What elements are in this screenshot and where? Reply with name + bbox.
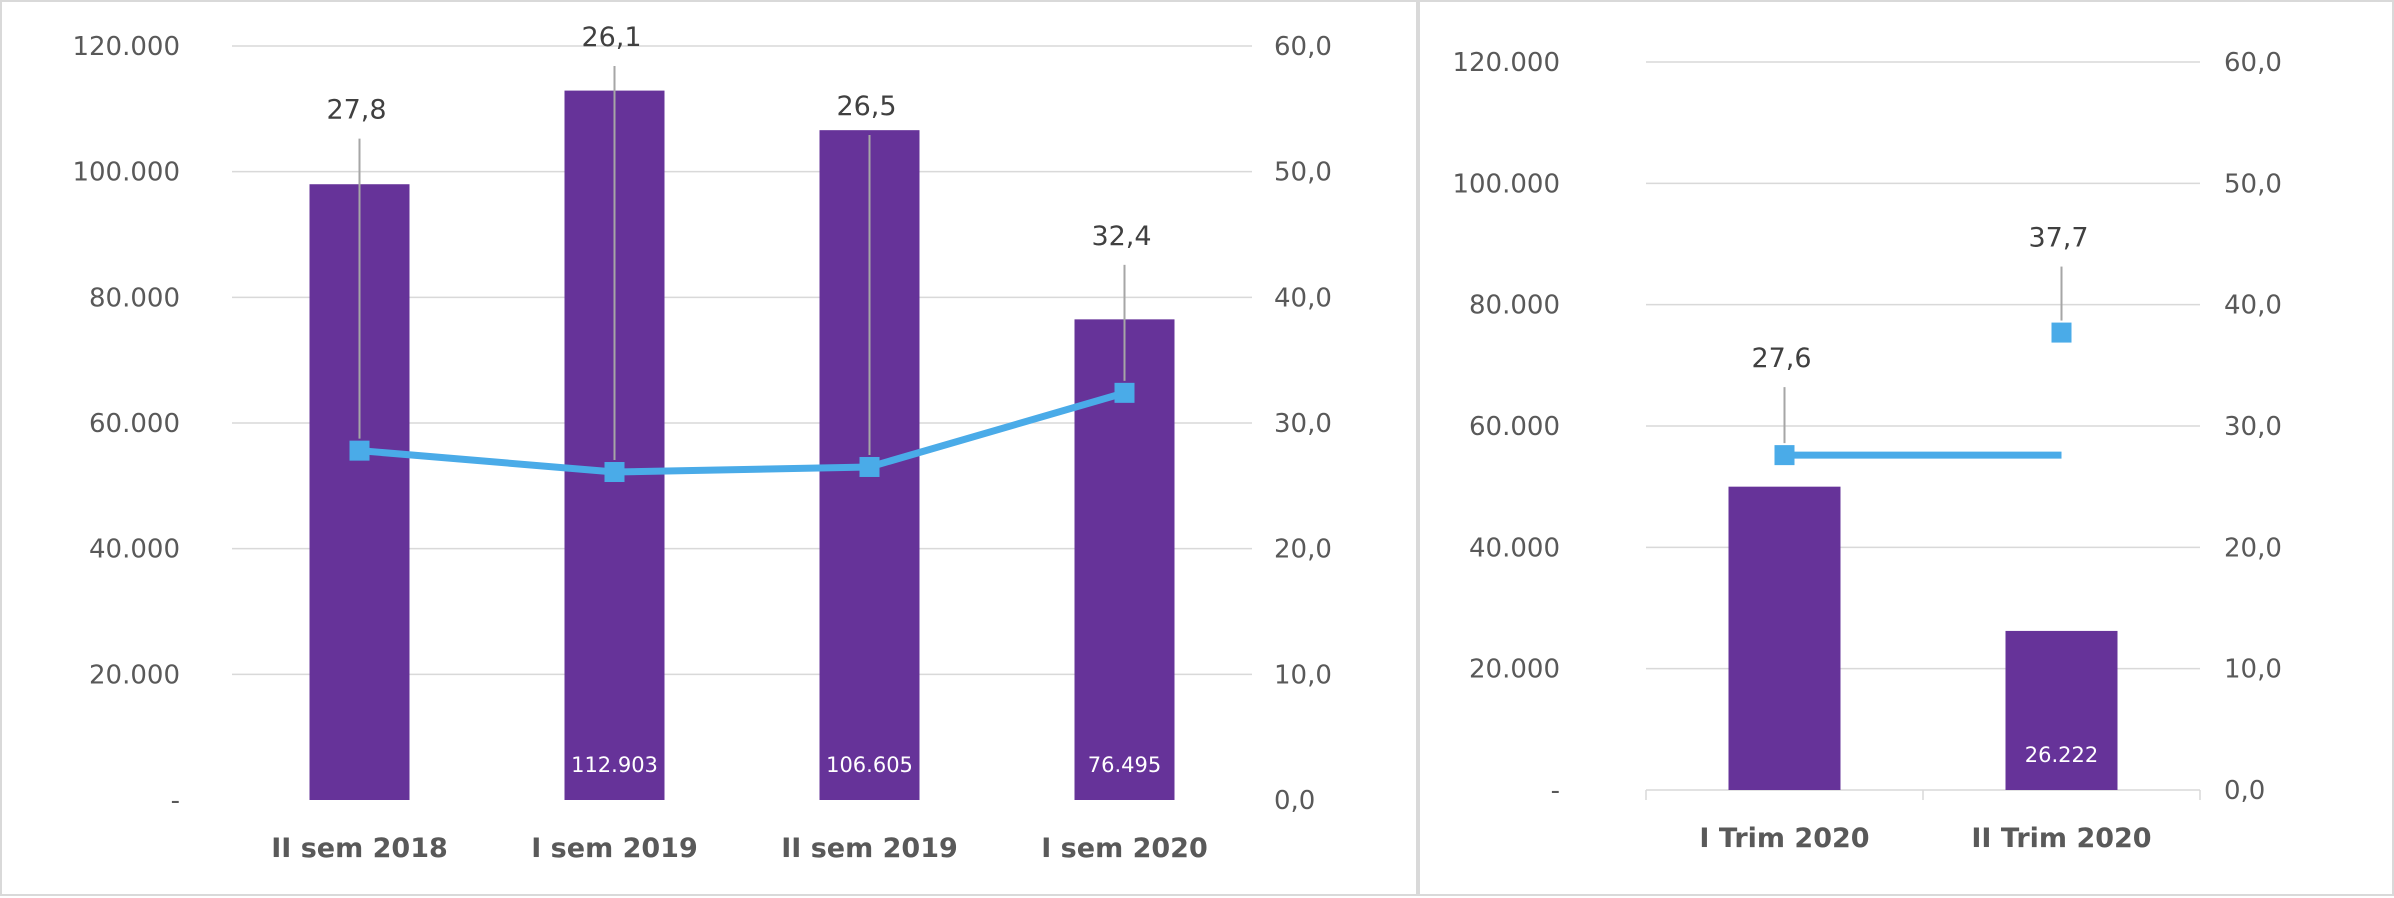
y-axis-tick-label: - [171, 786, 180, 816]
y2-axis-tick-label: 60,0 [1274, 32, 1332, 62]
y-axis-tick-label: 120.000 [1452, 48, 1560, 78]
chart-panel-right: - 20.000 40.000 60.000 80.000 100.000 120.000 0… [1418, 0, 2394, 896]
y2-axis-tick-label: 40,0 [2224, 291, 2282, 321]
y2-axis-tick-label: 30,0 [2224, 412, 2282, 442]
y2-axis-tick-label: 20,0 [1274, 535, 1332, 565]
y2-axis-tick-label: 50,0 [1274, 158, 1332, 188]
line-value-label: 37,7 [2028, 223, 2088, 254]
x-axis-category-label: II sem 2019 [781, 833, 958, 864]
series-marker [349, 440, 370, 461]
y-axis-tick-label: 40.000 [89, 535, 180, 565]
y2-axis-tick-label: 50,0 [2224, 169, 2282, 199]
y-axis-tick-label: - [1551, 776, 1560, 806]
x-axis-category-label: I sem 2020 [1041, 833, 1208, 864]
y-axis-tick-label: 80.000 [1469, 291, 1560, 321]
y2-axis-tick-label: 40,0 [1274, 283, 1332, 313]
line-value-label: 27,8 [326, 95, 386, 126]
y2-axis-tick-label: 0,0 [2224, 776, 2265, 806]
chart-panel-left: - 20.000 40.000 60.000 80.000 100.000 120.000 0… [0, 0, 1418, 896]
y-axis-tick-label: 20.000 [1469, 655, 1560, 685]
chart-left: - 20.000 40.000 60.000 80.000 100.000 120.000 0… [72, 22, 1332, 864]
bar-value-label: 106.605 [826, 753, 913, 777]
bar-value-label: 112.903 [571, 753, 658, 777]
y2-axis-tick-label: 10,0 [1274, 660, 1332, 690]
x-axis-category-label: II Trim 2020 [1971, 823, 2151, 854]
line-value-label: 27,6 [1751, 343, 1811, 374]
y-axis-tick-label: 40.000 [1469, 533, 1560, 563]
y2-axis-tick-label: 0,0 [1274, 786, 1315, 816]
bar [2005, 630, 2118, 790]
y2-axis-tick-label: 20,0 [2224, 533, 2282, 563]
chart-right: - 20.000 40.000 60.000 80.000 100.000 120.000 0… [1452, 48, 2282, 854]
y-axis-tick-label: 80.000 [89, 283, 180, 313]
y-axis-tick-label: 120.000 [72, 32, 180, 62]
line-value-label: 26,1 [581, 22, 641, 53]
x-axis-category-label: I sem 2019 [531, 833, 698, 864]
y2-axis-tick-label: 30,0 [1274, 409, 1332, 439]
series-marker [2051, 322, 2072, 343]
bar [1728, 486, 1841, 790]
y2-axis-tick-label: 10,0 [2224, 655, 2282, 685]
bar-value-label: 76.495 [1088, 753, 1161, 777]
bar-value-label: 26.222 [2025, 743, 2098, 767]
y-axis-tick-label: 20.000 [89, 660, 180, 690]
series-marker [1114, 382, 1135, 403]
y-axis-tick-label: 100.000 [1452, 169, 1560, 199]
series-line [359, 389, 1126, 476]
line-value-label: 32,4 [1091, 221, 1151, 252]
y-axis-tick-label: 60.000 [89, 409, 180, 439]
y2-axis-tick-label: 60,0 [2224, 48, 2282, 78]
y-axis-tick-label: 100.000 [72, 158, 180, 188]
line-value-label: 26,5 [836, 91, 896, 122]
series-marker [859, 456, 880, 477]
series-marker [604, 462, 625, 483]
x-axis-category-label: II sem 2018 [271, 833, 448, 864]
y-axis-tick-label: 60.000 [1469, 412, 1560, 442]
series-marker [1774, 445, 1795, 466]
x-axis-category-label: I Trim 2020 [1699, 823, 1869, 854]
